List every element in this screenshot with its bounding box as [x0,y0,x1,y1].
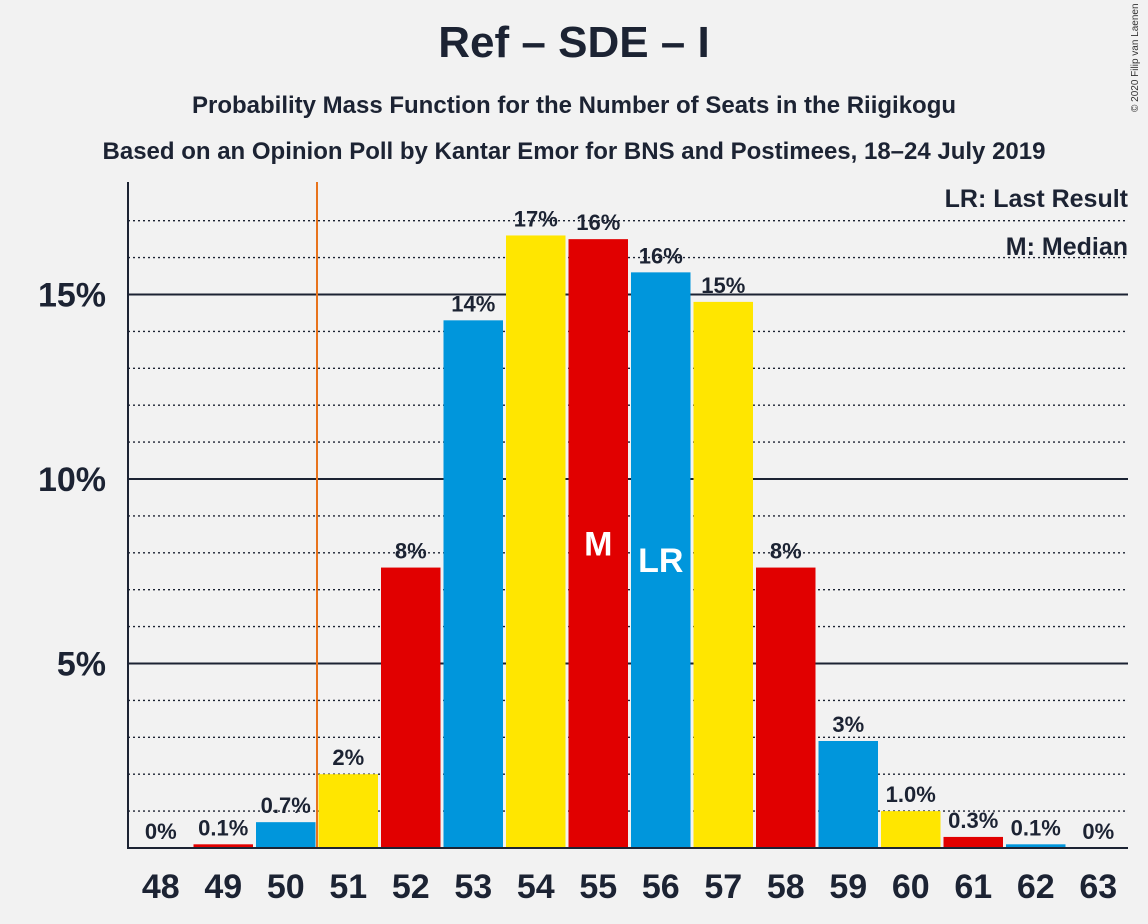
bar-58 [756,567,816,848]
bar-53 [443,320,503,849]
bar-60 [881,811,941,848]
x-tick-label: 58 [767,868,805,906]
bar-value-label: 1.0% [886,782,936,807]
bar-value-label: 16% [639,243,683,268]
bar-51 [318,774,378,848]
x-tick-label: 53 [454,868,492,906]
legend-last-result: LR: Last Result [944,185,1128,213]
x-tick-label: 60 [892,868,930,906]
x-tick-label: 54 [517,868,555,906]
bar-value-label: 2% [332,745,364,770]
x-tick-label: 56 [642,868,680,906]
bars: 0% 0.1% 0.7% 2% 8% 14% 17% 16% 16% 15% 8% 3% 1.0% 0.3… [145,206,1114,849]
bar-value-label: 15% [701,273,745,298]
last-result-marker: LR [638,542,683,580]
bar-value-label: 0.1% [198,815,248,840]
axes: 5% 10% 15% 48 49 50 51 52 53 54 55 56 57 58 59 60 61 62 63 [38,182,1128,906]
bar-value-label: 16% [576,210,620,235]
y-tick-label: 10% [38,461,106,499]
bar-56 [631,272,691,848]
y-tick-label: 5% [57,646,106,684]
bar-value-label: 17% [514,206,558,231]
bar-55 [568,239,628,848]
bar-value-label: 8% [770,539,802,564]
chart-subtitle: Probability Mass Function for the Number… [191,92,957,119]
bar-value-label: 8% [395,539,427,564]
x-tick-label: 59 [829,868,867,906]
bar-value-label: 0.1% [1011,815,1061,840]
bar-61 [943,836,1003,848]
bar-57 [693,301,753,848]
bar-value-label: 0% [145,819,177,844]
x-tick-label: 49 [204,868,242,906]
x-tick-label: 62 [1017,868,1055,906]
median-marker: M [584,526,612,564]
bar-value-label: 3% [832,712,864,737]
x-tick-label: 51 [329,868,367,906]
x-tick-label: 61 [954,868,992,906]
x-tick-label: 57 [704,868,742,906]
x-tick-label: 52 [392,868,430,906]
bar-52 [381,567,441,848]
bar-50 [256,822,316,848]
bar-49 [193,844,253,848]
bar-62 [1006,844,1066,848]
bar-54 [506,235,566,848]
bar-value-label: 14% [451,291,495,316]
x-tick-label: 48 [142,868,180,906]
x-tick-label: 63 [1079,868,1117,906]
bar-59 [818,740,878,848]
bar-value-label: 0% [1082,819,1114,844]
bar-value-label: 0.3% [948,808,998,833]
legend-median: M: Median [1005,233,1128,261]
y-tick-label: 15% [38,277,106,315]
x-tick-label: 55 [579,868,617,906]
chart-subtitle-source: Based on an Opinion Poll by Kantar Emor … [102,138,1046,165]
bar-value-label: 0.7% [261,793,311,818]
x-tick-label: 50 [267,868,305,906]
chart-title: Ref – SDE – I [438,18,710,67]
